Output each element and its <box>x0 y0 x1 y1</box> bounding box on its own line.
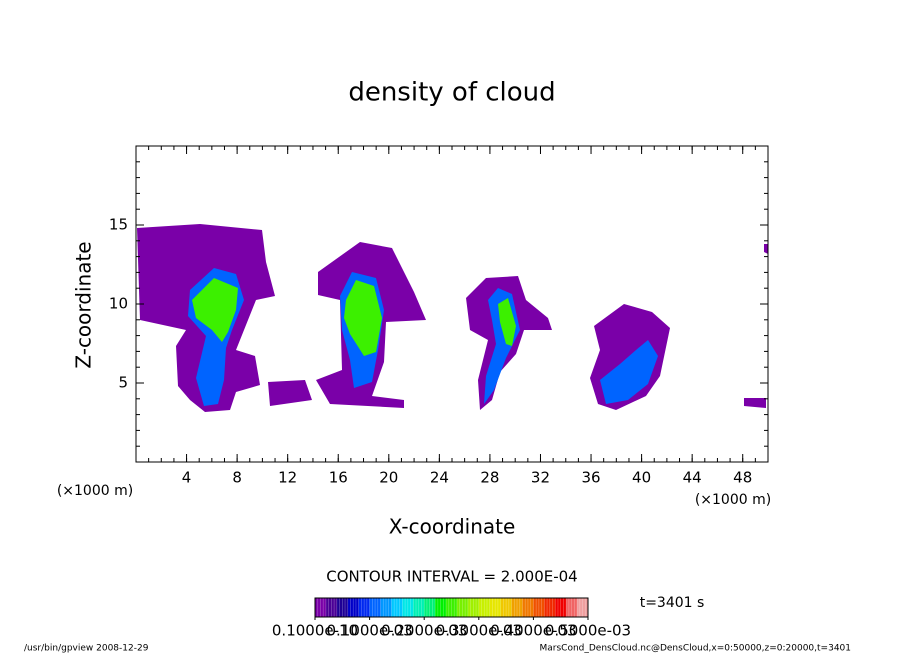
x-tick-label: 40 <box>632 469 651 487</box>
colorbar-label: 0.5000e-03 <box>545 622 631 640</box>
colorbar-swatch <box>391 598 403 617</box>
cloud-region <box>600 340 658 404</box>
cloud-region <box>268 380 312 406</box>
x-tick-label: 28 <box>480 469 499 487</box>
colorbar-swatch <box>402 598 414 617</box>
colorbar-label: 0.2000e-03 <box>381 622 467 640</box>
colorbar-swatch <box>446 598 458 617</box>
chart-title: density of cloud <box>348 78 555 108</box>
footer-right: MarsCond_DensCloud.nc@DensCloud,x=0:5000… <box>540 644 852 654</box>
x-tick-label: 4 <box>182 469 192 487</box>
colorbar-swatch <box>413 598 425 617</box>
x-tick-label: 24 <box>430 469 449 487</box>
colorbar-frame <box>314 597 589 618</box>
colorbar-swatch <box>522 598 534 617</box>
colorbar-swatch <box>511 598 523 617</box>
colorbar-swatch <box>456 598 469 617</box>
colorbar-swatch <box>369 598 382 617</box>
x-tick-label: 16 <box>329 469 348 487</box>
cloud-region <box>344 280 382 356</box>
colorbar-label: 0.1000e-03 <box>326 622 412 640</box>
colorbar-label: 0.4000e-03 <box>490 622 576 640</box>
cloud-region <box>498 298 516 346</box>
y-tick-label: 15 <box>109 216 128 234</box>
colorbar-swatch <box>577 598 589 617</box>
y-tick-label: 10 <box>109 295 128 313</box>
footer-left: /usr/bin/gpview 2008-12-29 <box>24 644 149 654</box>
colorbar-swatch <box>500 598 513 617</box>
cloud-field <box>137 224 768 412</box>
colorbar-swatch <box>325 598 338 617</box>
colorbar-swatch <box>358 598 371 617</box>
colorbar-label: 0.1000e-10 <box>272 622 358 640</box>
colorbar-swatch <box>380 598 392 617</box>
x-axis-label: X-coordinate <box>389 515 516 539</box>
colorbar-swatch <box>555 598 567 617</box>
x-tick-label: 48 <box>733 469 752 487</box>
colorbar-label: 0.3000e-03 <box>436 622 522 640</box>
x-tick-label: 8 <box>232 469 242 487</box>
time-label: t=3401 s <box>640 595 705 611</box>
y-unit: (×1000 m) <box>57 483 133 499</box>
colorbar-swatch <box>424 598 436 617</box>
x-tick-label: 36 <box>581 469 600 487</box>
contour-interval: CONTOUR INTERVAL = 2.000E-04 <box>326 568 577 586</box>
x-tick-label: 44 <box>683 469 702 487</box>
colorbar-swatch <box>315 598 327 617</box>
x-tick-label: 32 <box>531 469 550 487</box>
colorbar-swatch <box>533 598 545 617</box>
colorbar-swatch <box>467 598 480 617</box>
y-tick-label: 5 <box>118 374 128 392</box>
colorbar-swatch <box>478 598 491 617</box>
colorbar-swatch <box>347 598 360 617</box>
x-tick-label: 20 <box>379 469 398 487</box>
y-axis-label: Z-coordinate <box>72 241 96 368</box>
cloud-region <box>192 278 238 342</box>
colorbar-swatch <box>489 598 502 617</box>
x-tick-label: 12 <box>278 469 297 487</box>
colorbar-swatch <box>566 598 578 617</box>
colorbar-swatch <box>435 598 447 617</box>
colorbar-swatch <box>544 598 556 617</box>
colorbar-swatch <box>336 598 349 617</box>
x-unit: (×1000 m) <box>695 492 771 508</box>
